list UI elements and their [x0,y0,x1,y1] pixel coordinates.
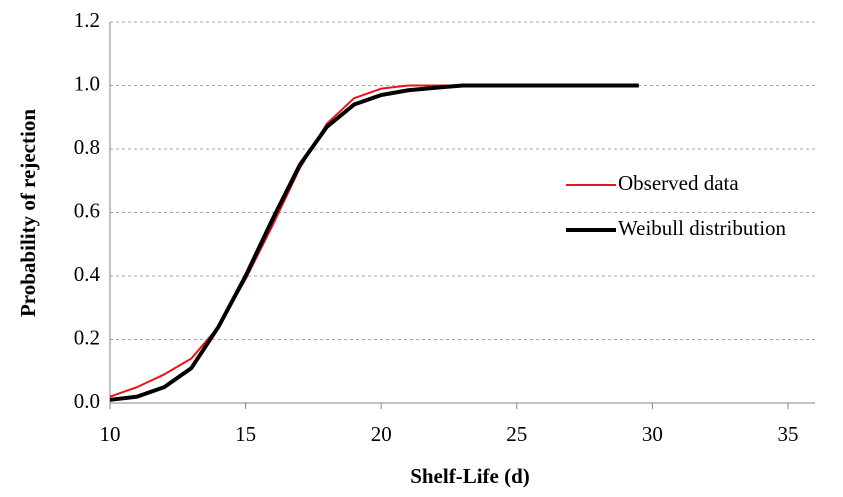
data-line [109,83,639,402]
x-axis-title: Shelf-Life (d) [410,464,530,488]
y-axis-title: Probability of rejection [16,109,40,317]
x-tick-label: 20 [371,422,392,446]
y-tick-label: 0.4 [74,262,101,286]
y-tick-label: 0.2 [74,325,100,349]
y-tick-label: 0.8 [74,135,100,159]
data-line [109,84,452,398]
x-tick-label: 35 [778,422,799,446]
x-tick-label: 15 [235,422,256,446]
y-tick-label: 1.2 [74,8,100,32]
y-tick-label: 0.6 [74,198,100,222]
legend-label: Weibull distribution [618,216,787,240]
y-tick-label: 1.0 [74,71,100,95]
x-tick-label: 25 [506,422,527,446]
x-tick-label: 30 [642,422,663,446]
legend-label: Observed data [618,171,739,195]
y-tick-label: 0.0 [74,389,100,413]
x-tick-label: 10 [100,422,121,446]
